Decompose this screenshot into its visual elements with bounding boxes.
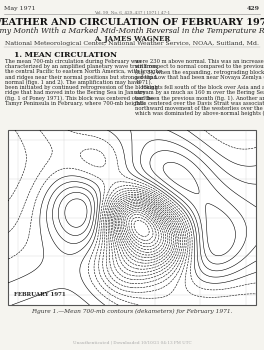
Text: 1. MEAN CIRCULATION: 1. MEAN CIRCULATION — [15, 51, 117, 59]
FancyBboxPatch shape — [8, 130, 256, 305]
Text: A Stormy Month With a Marked Mid-Month Reversal in the Temperature Regime: A Stormy Month With a Marked Mid-Month R… — [0, 27, 264, 35]
Text: northward movement of the westerlies over the Atlantic,: northward movement of the westerlies ove… — [135, 106, 264, 111]
Text: which was dominated by above-normal heights (fig. 3).: which was dominated by above-normal heig… — [135, 111, 264, 116]
Text: falls centered over the Davis Strait was associated with: falls centered over the Davis Strait was… — [135, 100, 264, 106]
Text: been initiated by continued retrogression of the blocking: been initiated by continued retrogressio… — [5, 85, 158, 90]
Text: ridge that had moved into the Bering Sea in January: ridge that had moved into the Bering Sea… — [5, 90, 146, 95]
Text: Vol. 99, No. 6, 429–437 | 1971 | 47-1: Vol. 99, No. 6, 429–437 | 1971 | 47-1 — [94, 10, 170, 14]
Text: had been the previous month (fig. 1). Another area of: had been the previous month (fig. 1). An… — [135, 96, 264, 101]
Text: The mean 700-mb circulation during February was: The mean 700-mb circulation during Febru… — [5, 59, 141, 64]
Text: and ridges near their normal positions but stronger than: and ridges near their normal positions b… — [5, 75, 157, 79]
Text: A. JAMES WAGNER: A. JAMES WAGNER — [94, 35, 170, 43]
Text: with respect to normal compared to the previous month: with respect to normal compared to the p… — [135, 64, 264, 69]
Text: May 1971: May 1971 — [4, 6, 36, 11]
Text: Tamyr Peninsula in February, where 700-mb heights: Tamyr Peninsula in February, where 700-m… — [5, 100, 145, 106]
Text: National Meteorological Center, National Weather Service, NOAA, Suitland, Md.: National Meteorological Center, National… — [5, 41, 259, 46]
Text: WEATHER AND CIRCULATION OF FEBRUARY 1971: WEATHER AND CIRCULATION OF FEBRUARY 1971 — [0, 18, 264, 27]
Text: Figure 1.—Mean 700-mb contours (dekameters) for February 1971.: Figure 1.—Mean 700-mb contours (dekamete… — [31, 309, 233, 314]
Text: Heights fell south of the block over Asia and also down-: Heights fell south of the block over Asi… — [135, 85, 264, 90]
Text: Unauthenticated | Downloaded 10/10/21 04:13 PM UTC: Unauthenticated | Downloaded 10/10/21 04… — [73, 341, 191, 345]
Text: characterized by an amplified planetary wave train from: characterized by an amplified planetary … — [5, 64, 157, 69]
Text: 429: 429 — [247, 6, 260, 11]
Text: were 230 m above normal. This was an increase of 160 m: were 230 m above normal. This was an inc… — [135, 59, 264, 64]
Text: (fig. 1 of Poney 1971). This block was centered over the: (fig. 1 of Poney 1971). This block was c… — [5, 96, 154, 101]
Text: FEBRUARY 1971: FEBRUARY 1971 — [14, 292, 66, 297]
Text: normal (figs. 1 and 2). The amplification may have: normal (figs. 1 and 2). The amplificatio… — [5, 80, 140, 85]
Text: (fig. 3), when the expanding, retrograding block displaced: (fig. 3), when the expanding, retrogradi… — [135, 69, 264, 75]
Text: a deep Low that had been near Novaya Zemlya (Poney: a deep Low that had been near Novaya Zem… — [135, 75, 264, 80]
Text: 1971).: 1971). — [135, 80, 152, 85]
Text: stream by as much as 160 m over the Bering Sea, where it: stream by as much as 160 m over the Beri… — [135, 90, 264, 95]
Text: the central Pacific to eastern North America, with troughs: the central Pacific to eastern North Ame… — [5, 69, 162, 75]
